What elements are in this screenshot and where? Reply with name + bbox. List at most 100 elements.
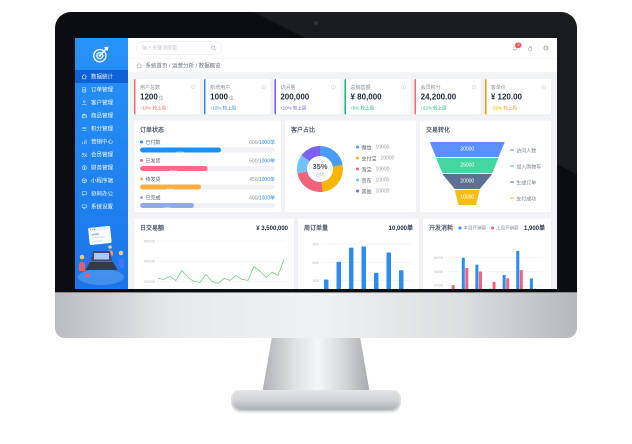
search-icon[interactable] xyxy=(211,45,218,52)
legend-item[interactable]: 京东 10000 xyxy=(356,175,394,186)
stat-card-title: 用户总数 xyxy=(140,85,160,91)
legend-item[interactable]: 微信 10000 xyxy=(356,142,394,153)
sidebar-item-11[interactable]: 系统设置 xyxy=(75,200,128,213)
stat-card-1: 用户总数 1200位 ↑10% 较上周 xyxy=(134,79,201,115)
stat-card-trend: ↑5% 较上周 xyxy=(350,105,374,111)
sidebar-item-3[interactable]: 客户管理 xyxy=(75,96,128,109)
bar xyxy=(475,264,479,289)
gear-icon: ⚙ xyxy=(542,44,549,52)
info-icon[interactable] xyxy=(261,84,266,89)
legend-label: 京东 xyxy=(361,178,372,184)
sidebar-item-label: 客户管理 xyxy=(91,100,113,106)
sidebar-item-label: 小程序端 xyxy=(91,178,113,184)
sidebar-item-8[interactable]: 财务管理 xyxy=(75,161,128,174)
bar xyxy=(374,272,379,289)
box-icon xyxy=(81,178,87,183)
legend-value: 10000 xyxy=(375,188,390,194)
info-icon[interactable] xyxy=(541,84,547,89)
dashboard-content: 用户总数 1200位 ↑10% 较上周 新增用户 1000位 ↑10% 较上周 访问量 200… xyxy=(128,73,557,289)
sidebar-item-4[interactable]: 商品管理 xyxy=(75,109,128,122)
legend-label: 淘宝 xyxy=(361,167,372,173)
bar xyxy=(461,257,465,289)
legend-item[interactable]: 本周开销额 xyxy=(458,225,486,232)
main-area: 5 ⚙ 系统首 xyxy=(128,38,557,289)
panel-title: 订单状态 xyxy=(140,126,165,134)
monitor-stand-neck xyxy=(262,338,370,394)
order-status-value: 450/1000单 xyxy=(249,177,275,183)
weekly-orders-total: 10,000单 xyxy=(388,224,413,232)
funnel-chart: 30000 25000 20000 10000 xyxy=(429,142,505,206)
svg-text:300: 300 xyxy=(312,278,319,283)
order-status-panel: 订单状态 已付款600/1000单60%已发货500/1000单50%待发货45… xyxy=(134,120,281,213)
search-box[interactable] xyxy=(136,41,222,55)
lock-icon xyxy=(528,45,533,51)
breadcrumb: 系统首页 / 运营分析 / 数据概览 xyxy=(128,58,557,73)
stat-card-trend: ↑10% 较上周 xyxy=(280,105,307,111)
legend-label: 微信 xyxy=(361,145,372,151)
target-logo-icon xyxy=(93,46,109,63)
sidebar-item-5[interactable]: 积分管理 xyxy=(75,122,128,135)
legend-item[interactable]: 上周开销额 xyxy=(490,225,519,232)
order-status-row: 已完成 400/1000单40% xyxy=(140,194,275,208)
sidebar-item-label: 会员管理 xyxy=(91,152,113,158)
progress-bar: 40% xyxy=(140,203,275,208)
svg-text:600: 600 xyxy=(312,260,319,265)
legend-label: 其他 xyxy=(361,189,372,195)
notifications-button[interactable]: 5 xyxy=(512,42,522,52)
panel-title: 周订单量 xyxy=(304,224,329,232)
info-icon[interactable] xyxy=(191,84,196,89)
stat-card-value: 1000位 xyxy=(210,93,234,102)
stat-card-2: 新增用户 1000位 ↑10% 较上周 xyxy=(204,79,271,115)
sidebar-item-label: 协同办公 xyxy=(91,191,113,197)
info-icon[interactable] xyxy=(331,84,336,89)
donut-legend: 微信 10000 支付宝 10000 淘宝 10000 京东 10000 其他 10000 xyxy=(356,142,394,197)
monitor-stand-base xyxy=(231,390,401,414)
order-status-list: 已付款 600/1000单60% 已发货 500/1000单50% 待发货 450/100… xyxy=(140,138,275,208)
bar xyxy=(324,279,329,289)
legend-value: 10000 xyxy=(375,166,390,172)
app-logo[interactable] xyxy=(75,38,128,70)
funnel-value: 20000 xyxy=(460,178,475,185)
sidebar-item-10[interactable]: 协同办公 xyxy=(75,187,128,200)
legend-item[interactable]: 淘宝 10000 xyxy=(356,164,394,175)
bar xyxy=(399,270,404,289)
home-icon xyxy=(136,63,142,68)
svg-text:占比: 占比 xyxy=(316,171,325,178)
stat-card-5: 会员积分 24,200.00 ↑22% 较上周 xyxy=(414,79,481,115)
coin-icon xyxy=(81,165,87,170)
lock-button[interactable] xyxy=(527,45,534,52)
chat-icon xyxy=(81,191,87,196)
svg-text:4000: 4000 xyxy=(434,269,444,274)
breadcrumb-text[interactable]: 系统首页 / 运营分析 / 数据概览 xyxy=(145,63,221,69)
line-series xyxy=(157,259,285,284)
sidebar-item-9[interactable]: 小程序端 xyxy=(75,174,128,187)
search-input[interactable] xyxy=(141,44,211,52)
info-icon[interactable] xyxy=(471,84,476,89)
panel-title: 客户占比 xyxy=(291,126,316,134)
order-status-row: 已发货 500/1000单50% xyxy=(140,157,275,171)
sidebar-item-1[interactable]: 数据统计 xyxy=(75,70,128,83)
sidebar-item-7[interactable]: 会员管理 xyxy=(75,148,128,161)
monitor-bezel: 数据统计 订单管理客户管理商品管理 积分管理营销中心会员管理财务管理小程序端协同办公… xyxy=(55,12,577,292)
funnel-panel: 交易转化 30000 25000 20000 10000 访问人数 加入购物车 生成订单支… xyxy=(420,120,551,213)
order-status-row: 已付款 600/1000单60% xyxy=(140,138,275,153)
legend-item[interactable]: 其他 10000 xyxy=(356,186,394,197)
info-icon[interactable] xyxy=(401,84,406,89)
daily-sales-total: ¥ 3,500,000 xyxy=(256,224,288,232)
legend-item[interactable]: 支付宝 10000 xyxy=(356,153,394,164)
legend-value: 10000 xyxy=(375,177,390,183)
weekly-orders-panel: 周订单量 10,000单 900 600 300 xyxy=(298,218,419,289)
briefcase-icon xyxy=(81,113,87,118)
progress-bar: 45% xyxy=(140,184,275,190)
sidebar-item-6[interactable]: 营销中心 xyxy=(75,135,128,148)
sidebar-illustration xyxy=(75,214,128,289)
stat-card-trend: ↑10% 较上周 xyxy=(210,105,237,111)
progress-bar: 60% xyxy=(140,147,275,153)
funnel-value: 30000 xyxy=(460,146,475,153)
sidebar-item-2[interactable]: 订单管理 xyxy=(75,83,128,96)
funnel-layer: 20000 xyxy=(442,174,493,189)
settings-button[interactable]: ⚙ xyxy=(543,45,549,52)
sidebar-item-label: 财务管理 xyxy=(91,165,113,171)
sidebar-item-label: 营销中心 xyxy=(91,139,113,145)
